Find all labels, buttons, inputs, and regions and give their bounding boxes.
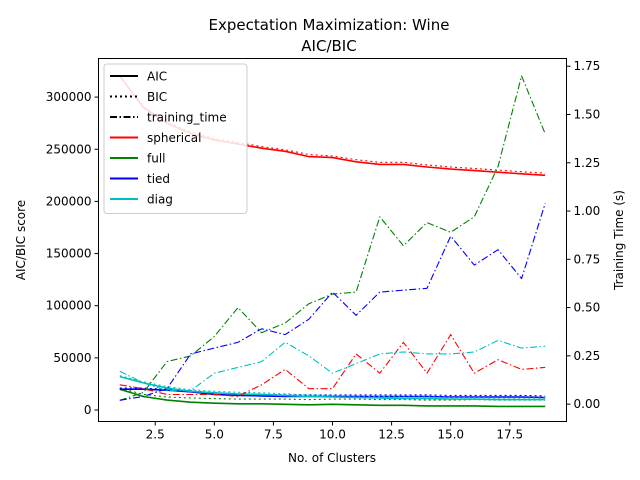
x-tick-label: 10.0 <box>319 428 346 442</box>
x-tick-label: 5.0 <box>205 428 224 442</box>
ticks-layer: 2.5 5.0 7.5 10.0 12.5 15.0 17.5 0 50000 100000 150… <box>46 59 601 441</box>
y-axis-label: AIC/BIC score <box>14 200 28 280</box>
x-tick-label: 2.5 <box>146 428 165 442</box>
plot-frame <box>98 58 567 422</box>
legend: AIC BIC training_time spherical full tied diag <box>103 63 248 214</box>
x-tick-label: 17.5 <box>496 428 523 442</box>
y-tick-label: 100000 <box>46 299 92 313</box>
x-tick-label: 15.0 <box>437 428 464 442</box>
legend-frame <box>103 63 248 214</box>
series-line-diag-AIC <box>119 375 546 401</box>
legend-label-training-time: training_time <box>147 111 227 125</box>
x-tick-label: 12.5 <box>378 428 405 442</box>
y2-tick-label: 0.25 <box>574 349 601 363</box>
y2-tick-label: 0.00 <box>574 397 601 411</box>
y2-tick-label: 1.25 <box>574 156 601 170</box>
legend-label-tied: tied <box>147 172 170 186</box>
y2-tick-label: 1.75 <box>574 59 601 73</box>
chart-subtitle: AIC/BIC <box>301 37 356 55</box>
series-line-diag-training-time <box>119 339 546 392</box>
y-tick-label: 0 <box>84 403 92 417</box>
y-tick-label: 250000 <box>46 142 92 156</box>
series-line-spherical-BIC <box>119 75 546 174</box>
x-tick-label: 7.5 <box>264 428 283 442</box>
lines-layer <box>119 75 546 408</box>
legend-label-full: full <box>147 152 166 166</box>
series-line-diag-BIC <box>119 375 546 399</box>
series-line-full-AIC <box>119 388 546 408</box>
series-line-full-training-time <box>119 75 546 401</box>
y2-axis-label: Training Time (s) <box>612 190 626 291</box>
legend-label-AIC: AIC <box>147 70 167 84</box>
legend-label-diag: diag <box>147 193 173 207</box>
series-line-spherical-training-time <box>119 334 546 397</box>
y-tick-label: 200000 <box>46 194 92 208</box>
legend-label-spherical: spherical <box>147 131 201 145</box>
y-tick-label: 150000 <box>46 247 92 261</box>
x-axis-label: No. of Clusters <box>288 451 376 465</box>
y-tick-label: 50000 <box>53 351 91 365</box>
y2-tick-label: 1.00 <box>574 204 601 218</box>
chart-title: Expectation Maximization: Wine <box>209 16 450 34</box>
legend-label-BIC: BIC <box>147 90 167 104</box>
series-line-tied-training-time <box>119 203 546 401</box>
y2-tick-label: 1.50 <box>574 107 601 121</box>
y-tick-label: 300000 <box>46 90 92 104</box>
y2-tick-label: 0.50 <box>574 301 601 315</box>
y2-tick-label: 0.75 <box>574 252 601 266</box>
